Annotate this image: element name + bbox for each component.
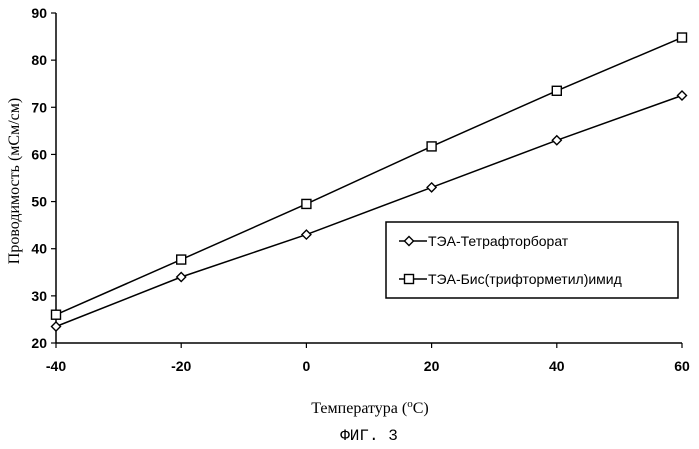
y-axis-ticks: 20 30 40 50 60 70 80 90 bbox=[31, 5, 56, 351]
figure-caption: ФИГ. 3 bbox=[340, 427, 398, 445]
y-tick-label: 90 bbox=[31, 5, 47, 21]
data-point bbox=[302, 230, 311, 239]
x-tick-label: 0 bbox=[303, 358, 311, 374]
legend-label: ТЭА-Бис(трифторметил)имид bbox=[428, 271, 622, 287]
data-point bbox=[427, 183, 436, 192]
x-axis-ticks: -40 -20 0 20 40 60 bbox=[46, 343, 690, 374]
y-axis-title: Проводимость (мСм/см) bbox=[6, 98, 23, 264]
legend-swatch-marker bbox=[405, 275, 414, 284]
legend-item: ТЭА-Бис(трифторметил)имид bbox=[399, 271, 622, 287]
data-point bbox=[177, 273, 186, 282]
x-axis-title-unit: C) bbox=[413, 400, 429, 417]
x-axis-title-main: Температура ( bbox=[311, 400, 407, 417]
data-point bbox=[552, 136, 561, 145]
data-point bbox=[678, 33, 687, 42]
y-tick-label: 70 bbox=[31, 99, 47, 115]
data-point bbox=[52, 322, 61, 331]
x-tick-label: 20 bbox=[424, 358, 440, 374]
data-point bbox=[678, 91, 687, 100]
y-tick-label: 50 bbox=[31, 194, 47, 210]
x-tick-label: 60 bbox=[674, 358, 690, 374]
legend-label: ТЭА-Тетрафторборат bbox=[428, 233, 569, 249]
data-point bbox=[427, 142, 436, 151]
y-tick-label: 30 bbox=[31, 288, 47, 304]
x-tick-label: 40 bbox=[549, 358, 565, 374]
y-tick-label: 40 bbox=[31, 241, 47, 257]
y-tick-label: 80 bbox=[31, 52, 47, 68]
x-tick-label: -40 bbox=[46, 358, 66, 374]
data-point bbox=[177, 255, 186, 264]
data-point bbox=[52, 310, 61, 319]
y-tick-label: 20 bbox=[31, 335, 47, 351]
y-tick-label: 60 bbox=[31, 146, 47, 162]
legend: ТЭА-Тетрафторборат ТЭА-Бис(трифторметил)и… bbox=[386, 222, 678, 298]
data-point bbox=[302, 199, 311, 208]
x-axis-title: Температура (oC) bbox=[311, 398, 428, 417]
x-tick-label: -20 bbox=[171, 358, 191, 374]
data-point bbox=[552, 86, 561, 95]
